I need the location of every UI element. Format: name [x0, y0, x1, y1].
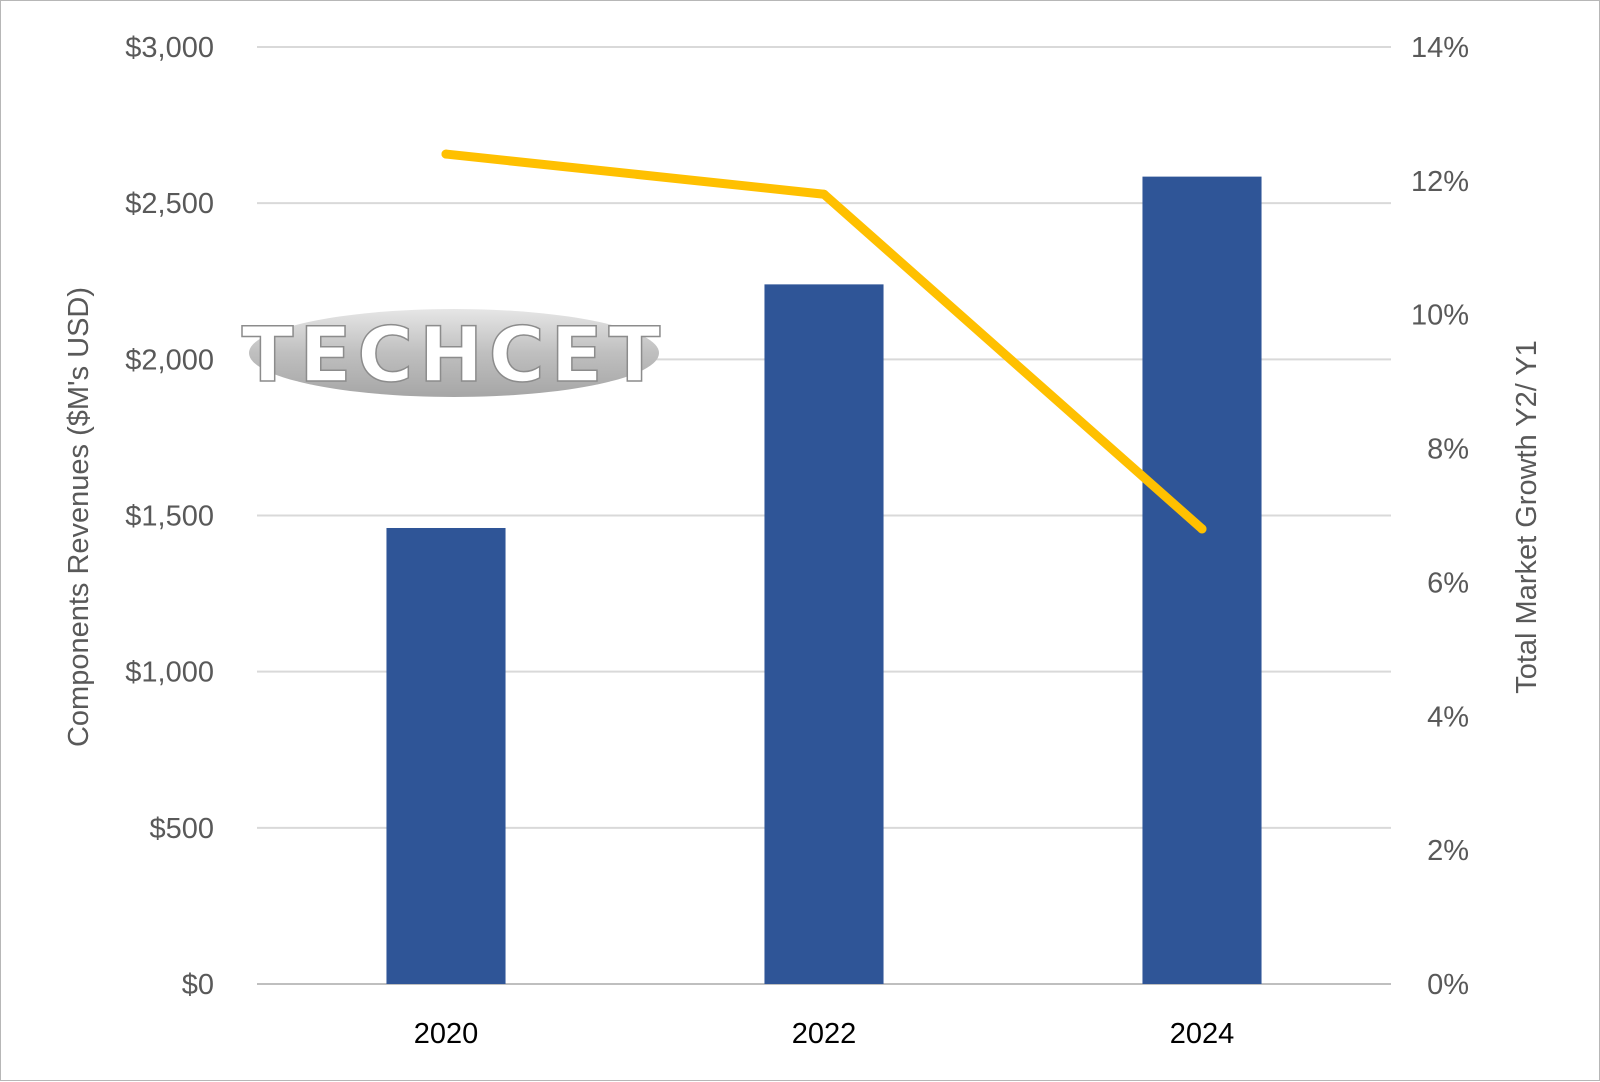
left-axis-ticks: $0 $500 $1,000 $1,500 $2,000 $2,500 $3,000 — [125, 32, 214, 1001]
right-tick-label: 10% — [1411, 300, 1469, 332]
watermark-text: TECHCET — [242, 310, 667, 399]
left-tick-label: $1,000 — [125, 657, 214, 689]
right-tick-label: 6% — [1427, 567, 1469, 599]
right-axis-title: Total Market Growth Y2/ Y1 — [1511, 340, 1543, 694]
left-tick-label: $1,500 — [125, 501, 214, 533]
right-tick-label: 0% — [1427, 969, 1469, 1001]
left-axis-title: Components Revenues ($M's USD) — [63, 287, 95, 747]
techcet-watermark-logo: TECHCET — [241, 309, 667, 400]
x-tick-label: 2020 — [414, 1018, 479, 1050]
growth-point-2022 — [819, 189, 829, 199]
left-tick-label: $2,000 — [125, 344, 214, 376]
bar-2024 — [1142, 176, 1262, 984]
right-tick-label: 2% — [1427, 835, 1469, 867]
left-tick-label: $3,000 — [125, 32, 214, 64]
left-tick-label: $0 — [182, 969, 214, 1001]
right-tick-label: 8% — [1427, 434, 1469, 466]
x-tick-label: 2022 — [792, 1018, 857, 1050]
growth-point-2020 — [441, 149, 451, 159]
line-series — [441, 149, 1207, 534]
bar-2020 — [386, 527, 506, 984]
right-tick-label: 14% — [1411, 32, 1469, 64]
x-axis-labels: 2020 2022 2024 — [414, 1018, 1235, 1050]
right-axis-ticks: 0% 2% 4% 6% 8% 10% 12% 14% — [1411, 32, 1469, 1001]
left-tick-label: $2,500 — [125, 188, 214, 220]
growth-point-2024 — [1197, 524, 1207, 534]
left-tick-label: $500 — [149, 813, 214, 845]
right-tick-label: 12% — [1411, 166, 1469, 198]
x-tick-label: 2024 — [1170, 1018, 1235, 1050]
bar-2022 — [764, 284, 884, 985]
right-tick-label: 4% — [1427, 701, 1469, 733]
bar-series — [386, 176, 1262, 985]
